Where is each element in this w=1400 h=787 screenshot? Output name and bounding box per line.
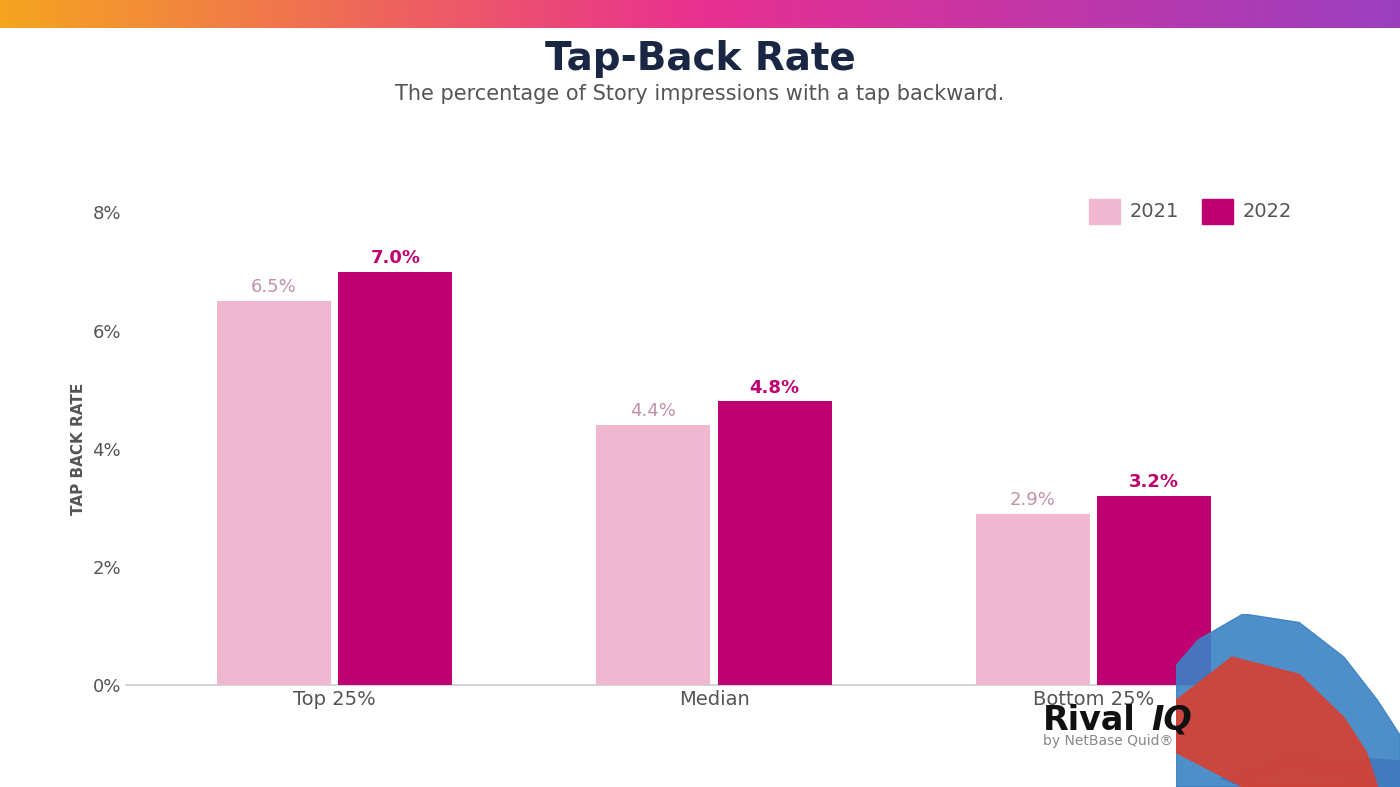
Polygon shape: [1176, 614, 1400, 787]
Text: 3.2%: 3.2%: [1128, 473, 1179, 491]
Text: 4.4%: 4.4%: [630, 402, 676, 420]
Bar: [339, 272, 452, 685]
Text: 2.9%: 2.9%: [1009, 491, 1056, 508]
Bar: [976, 514, 1089, 685]
Bar: [1098, 496, 1211, 685]
Text: The percentage of Story impressions with a tap backward.: The percentage of Story impressions with…: [395, 84, 1005, 105]
Polygon shape: [1221, 752, 1400, 787]
Text: Tap-Back Rate: Tap-Back Rate: [545, 40, 855, 78]
Text: 6.5%: 6.5%: [251, 279, 297, 296]
Legend: 2021, 2022: 2021, 2022: [1089, 198, 1292, 224]
Text: 4.8%: 4.8%: [749, 379, 799, 397]
Y-axis label: TAP BACK RATE: TAP BACK RATE: [71, 382, 87, 515]
Text: Rival: Rival: [1043, 704, 1135, 737]
Bar: [217, 301, 330, 685]
Text: IQ: IQ: [1151, 704, 1191, 737]
Polygon shape: [1176, 657, 1378, 787]
Text: by NetBase Quid®: by NetBase Quid®: [1043, 734, 1173, 748]
Bar: [596, 425, 710, 685]
Bar: [718, 401, 832, 685]
Text: 7.0%: 7.0%: [371, 249, 420, 267]
